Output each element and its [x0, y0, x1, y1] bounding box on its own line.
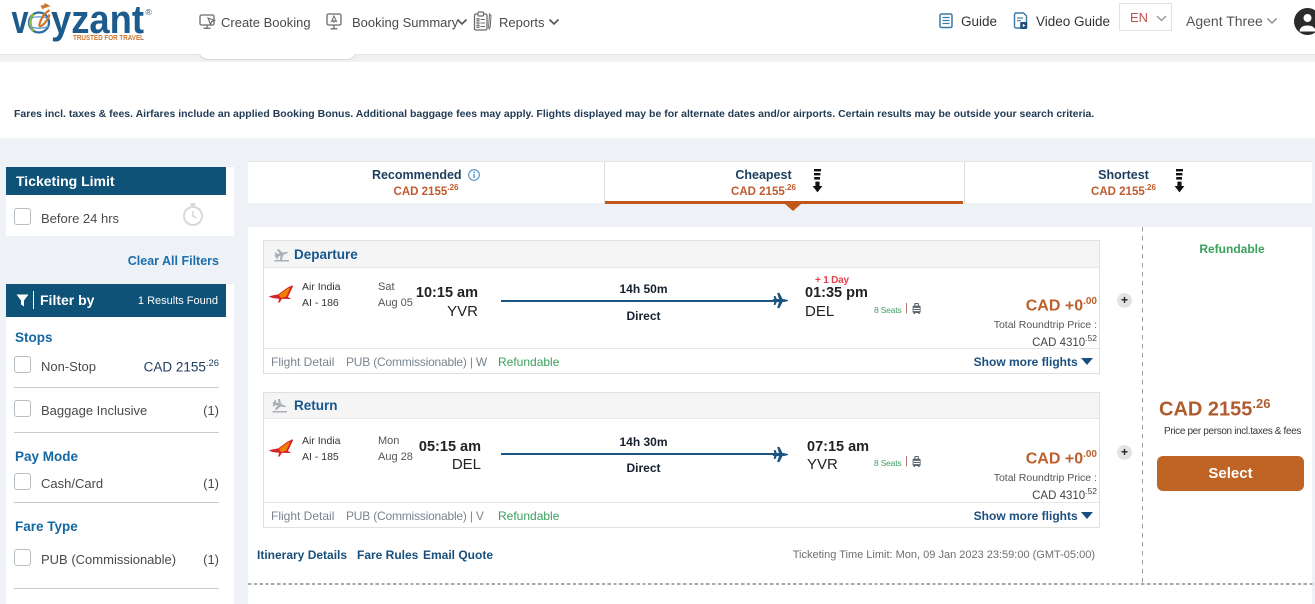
svg-text:v: v [12, 0, 30, 42]
svg-text:TRUSTED FOR TRAVEL: TRUSTED FOR TRAVEL [73, 33, 145, 42]
svg-text:yzant: yzant [51, 0, 144, 42]
svg-text:®: ® [146, 7, 153, 17]
